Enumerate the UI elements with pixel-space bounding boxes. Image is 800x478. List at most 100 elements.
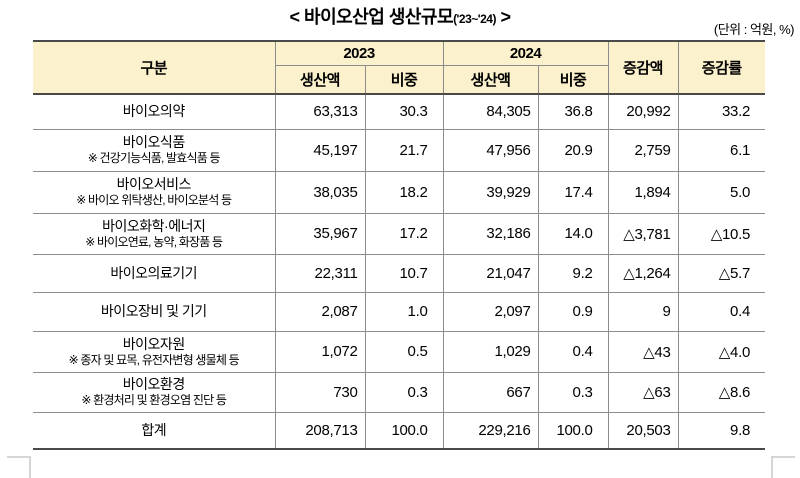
- table-row-bio-resource: 바이오자원 ※ 종자 및 묘목, 유전자변형 생물체 등 1,072 0.5 1…: [33, 330, 765, 373]
- category-name: 바이오서비스: [116, 176, 192, 192]
- cell-share-2024: 9.2: [537, 253, 609, 293]
- cell-share-2023: 0.5: [364, 330, 444, 373]
- cell-production-2023: 38,035: [274, 170, 366, 214]
- cell-production-2024: 667: [442, 371, 539, 413]
- header-2023: 2023: [274, 40, 444, 66]
- category-note: ※ 환경처리 및 환경오염 진단 등: [81, 393, 227, 407]
- category-name: 바이오의약: [122, 103, 185, 120]
- unit-note: (단위 : 억원, %): [713, 22, 795, 37]
- cell-production-2023: 2,087: [274, 291, 366, 332]
- header-production-2023: 생산액: [275, 64, 366, 95]
- cell-diff-amount: △43: [607, 330, 679, 373]
- cell-production-2023: 22,311: [274, 253, 366, 293]
- cell-production-2024: 39,929: [442, 170, 539, 214]
- cell-production-2024: 32,186: [442, 212, 539, 255]
- header-share-2023: 비중: [364, 64, 444, 95]
- cell-share-2023: 17.2: [364, 212, 444, 255]
- cell-diff-amount: 2,759: [607, 128, 679, 172]
- cell-diff-amount: 1,894: [607, 170, 679, 214]
- category-note: ※ 종자 및 묘목, 유전자변형 생물체 등: [68, 352, 240, 367]
- row-category: 바이오의약: [33, 93, 276, 130]
- table-row-bio-food: 바이오식품 ※ 건강기능식품, 발효식품 등 45,197 21.7 47,95…: [33, 128, 765, 172]
- cell-share-2023: 21.7: [364, 128, 444, 172]
- cell-share-2024: 0.4: [537, 330, 609, 373]
- row-category: 바이오의료기기: [33, 253, 276, 293]
- header-share-2024: 비중: [537, 64, 608, 95]
- page-title-main: < 바이오산업 생산규모: [289, 7, 454, 27]
- category-name: 바이오환경: [122, 376, 185, 392]
- cell-diff-amount: 9: [607, 291, 679, 332]
- cell-diff-amount: △1,264: [607, 253, 679, 293]
- cell-share-2023: 18.2: [364, 170, 444, 214]
- header-category: 구분: [33, 40, 276, 95]
- cell-diff-amount: 20,992: [607, 93, 679, 130]
- table-row-bio-service: 바이오서비스 ※ 바이오 위탁생산, 바이오분석 등 38,035 18.2 3…: [33, 170, 765, 214]
- cell-production-2024: 21,047: [442, 253, 539, 293]
- cell-diff-amount: 20,503: [607, 411, 679, 450]
- row-category: 바이오자원 ※ 종자 및 묘목, 유전자변형 생물체 등: [33, 330, 276, 373]
- row-category: 바이오장비 및 기기: [33, 291, 276, 332]
- header-production-2024: 생산액: [442, 64, 539, 95]
- header-2024: 2024: [442, 40, 609, 66]
- cell-share-2023: 10.7: [364, 253, 444, 293]
- cell-production-2023: 730: [274, 371, 366, 413]
- table-row-total: 합계 208,713 100.0 229,216 100.0 20,503 9.…: [33, 411, 765, 450]
- cell-diff-rate: 5.0: [677, 170, 765, 214]
- category-name: 바이오자원: [122, 335, 185, 352]
- cell-diff-rate: 33.2: [677, 93, 765, 130]
- cell-diff-amount: △3,781: [607, 212, 679, 255]
- row-category: 합계: [33, 411, 276, 450]
- table-row-bio-chemical-energy: 바이오화학·에너지 ※ 바이오연료, 농약, 화장품 등 35,967 17.2…: [33, 212, 765, 255]
- cell-production-2024: 1,029: [442, 330, 539, 373]
- category-name: 바이오식품: [122, 134, 185, 150]
- cell-production-2023: 1,072: [274, 330, 366, 373]
- cell-production-2024: 2,097: [442, 291, 539, 332]
- cell-diff-rate: △10.5: [677, 212, 765, 255]
- cell-production-2024: 229,216: [442, 411, 539, 450]
- cell-production-2023: 208,713: [274, 411, 366, 450]
- bio-production-table: 구분 2023 2024 증감액 증감률 생산액 비중 생산액 비중 바이오의약…: [33, 40, 765, 450]
- page-title: < 바이오산업 생산규모('23~'24) >: [0, 3, 800, 29]
- cell-diff-rate: △8.6: [677, 371, 765, 413]
- cell-share-2023: 100.0: [364, 411, 444, 450]
- category-note: ※ 바이오 위탁생산, 바이오분석 등: [76, 193, 232, 207]
- category-name: 바이오화학·에너지: [102, 217, 206, 234]
- page-margin-corner-right: [771, 456, 795, 478]
- cell-production-2023: 35,967: [274, 212, 366, 255]
- cell-diff-rate: 6.1: [677, 128, 765, 172]
- header-row-years: 구분 2023 2024 증감액 증감률: [33, 40, 765, 95]
- row-category: 바이오화학·에너지 ※ 바이오연료, 농약, 화장품 등: [33, 212, 276, 255]
- cell-diff-amount: △63: [607, 371, 679, 413]
- row-category: 바이오서비스 ※ 바이오 위탁생산, 바이오분석 등: [33, 170, 276, 214]
- cell-diff-rate: △5.7: [677, 253, 765, 293]
- cell-diff-rate: 9.8: [677, 411, 765, 450]
- cell-production-2023: 63,313: [274, 93, 366, 130]
- table-row-bio-environment: 바이오환경 ※ 환경처리 및 환경오염 진단 등 730 0.3 667 0.3…: [33, 371, 765, 413]
- table-row-bio-pharma: 바이오의약 63,313 30.3 84,305 36.8 20,992 33.…: [33, 93, 765, 130]
- cell-share-2024: 100.0: [537, 411, 609, 450]
- page-margin-corner-left: [7, 456, 31, 478]
- header-diff-rate: 증감률: [677, 40, 765, 95]
- cell-diff-rate: △4.0: [677, 330, 765, 373]
- cell-share-2024: 0.9: [537, 291, 609, 332]
- cell-production-2023: 45,197: [274, 128, 366, 172]
- page-title-close: >: [495, 7, 511, 27]
- category-name: 바이오의료기기: [110, 264, 198, 281]
- cell-production-2024: 47,956: [442, 128, 539, 172]
- cell-share-2024: 14.0: [537, 212, 609, 255]
- header-row-measures: 생산액 비중 생산액 비중: [33, 64, 765, 95]
- cell-share-2024: 20.9: [537, 128, 609, 172]
- header-diff-amount: 증감액: [607, 40, 679, 95]
- cell-share-2023: 1.0: [364, 291, 444, 332]
- row-category: 바이오식품 ※ 건강기능식품, 발효식품 등: [33, 128, 276, 172]
- row-category: 바이오환경 ※ 환경처리 및 환경오염 진단 등: [33, 371, 276, 413]
- table-row-bio-equipment: 바이오장비 및 기기 2,087 1.0 2,097 0.9 9 0.4: [33, 291, 765, 332]
- cell-diff-rate: 0.4: [677, 291, 765, 332]
- table-row-bio-medical-device: 바이오의료기기 22,311 10.7 21,047 9.2 △1,264 △5…: [33, 253, 765, 293]
- cell-production-2024: 84,305: [442, 93, 539, 130]
- cell-share-2024: 36.8: [537, 93, 609, 130]
- cell-share-2023: 0.3: [364, 371, 444, 413]
- category-note: ※ 건강기능식품, 발효식품 등: [87, 151, 221, 165]
- category-note: ※ 바이오연료, 농약, 화장품 등: [85, 234, 223, 249]
